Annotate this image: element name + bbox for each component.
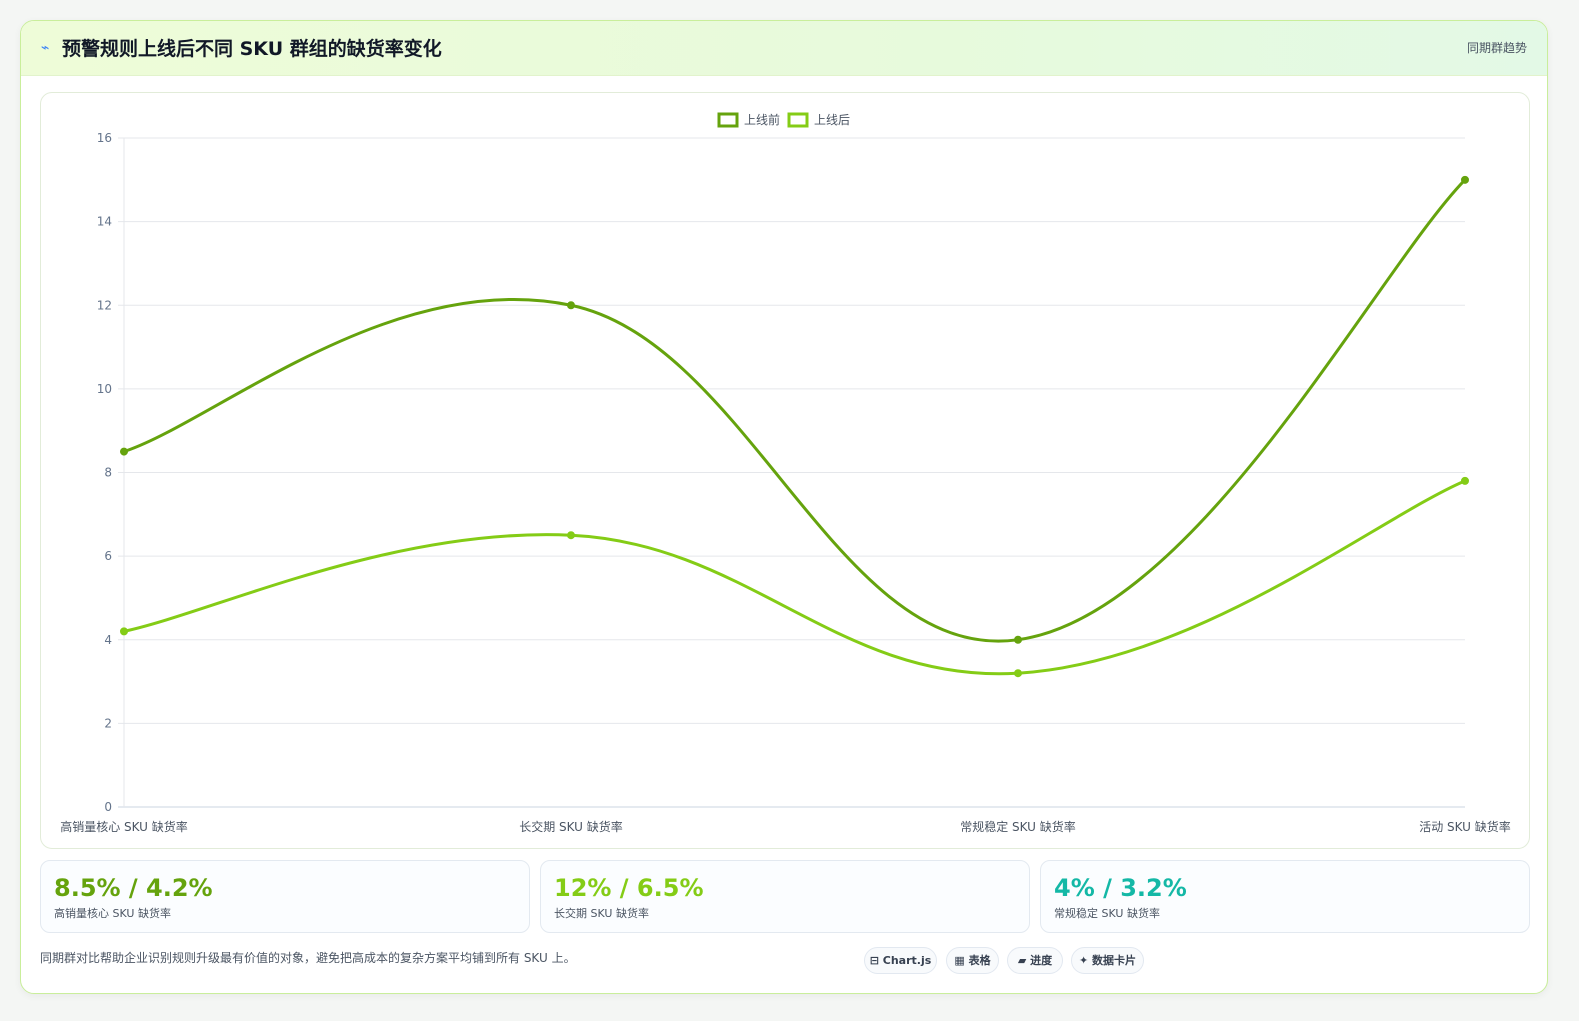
footer-note: 同期群对比帮助企业识别规则升级最有价值的对象，避免把高成本的复杂方案平均铺到所有…	[40, 951, 576, 965]
chip-data-card[interactable]: ✦ 数据卡片	[1071, 947, 1144, 974]
legend-label: 上线前	[744, 112, 780, 127]
y-tick-label: 12	[97, 298, 112, 312]
data-point	[1014, 635, 1022, 644]
chart-area: 0 2 4 6 8 10 12 14 16 高销量核心 SKU 缺货率 长交期 SKU 缺货率 常规稳…	[40, 92, 1530, 849]
data-point	[567, 301, 575, 310]
stat-label: 长交期 SKU 缺货率	[554, 907, 649, 920]
legend-swatch	[717, 112, 739, 128]
stat-card: 4% / 3.2% 常规稳定 SKU 缺货率	[1040, 860, 1530, 933]
y-tick-label: 14	[97, 215, 112, 229]
x-tick-label: 活动 SKU 缺货率	[1419, 819, 1511, 834]
stat-value: 4% / 3.2%	[1054, 874, 1187, 902]
chart-card: ⌁ 预警规则上线后不同 SKU 群组的缺货率变化 同期群趋势 0 2 4 6 8 10 12…	[20, 20, 1548, 994]
trend-icon: ⌁	[41, 40, 50, 56]
chart-title: 预警规则上线后不同 SKU 群组的缺货率变化	[62, 38, 442, 60]
x-tick-label: 高销量核心 SKU 缺货率	[60, 819, 188, 834]
stat-label: 常规稳定 SKU 缺货率	[1054, 907, 1160, 920]
y-tick-label: 2	[104, 716, 112, 730]
header-tag: 同期群趋势	[1466, 41, 1527, 55]
data-point	[1014, 669, 1022, 678]
x-tick-label: 长交期 SKU 缺货率	[519, 819, 623, 834]
chip-progress[interactable]: ▰ 进度	[1007, 947, 1063, 974]
legend-swatch	[787, 112, 809, 128]
stat-value: 12% / 6.5%	[554, 874, 704, 902]
line-chart: 0 2 4 6 8 10 12 14 16 高销量核心 SKU 缺货率 长交期 SKU 缺货率 常规稳…	[60, 112, 1511, 834]
y-tick-label: 10	[97, 382, 112, 396]
x-tick-label: 常规稳定 SKU 缺货率	[960, 819, 1076, 834]
stat-card: 8.5% / 4.2% 高销量核心 SKU 缺货率	[40, 860, 530, 933]
data-point	[567, 531, 575, 540]
y-tick-label: 4	[104, 633, 112, 647]
data-point	[120, 447, 128, 456]
legend-label: 上线后	[814, 113, 850, 127]
data-point	[120, 627, 128, 636]
data-point	[1461, 175, 1469, 184]
series-line	[123, 479, 1466, 676]
chip-chartjs[interactable]: ⊟ Chart.js	[864, 947, 937, 974]
data-point	[1461, 476, 1469, 485]
y-tick-label: 0	[104, 800, 112, 814]
stat-cards: 8.5% / 4.2% 高销量核心 SKU 缺货率 12% / 6.5% 长交期…	[40, 860, 1530, 933]
stat-label: 高销量核心 SKU 缺货率	[54, 907, 171, 920]
y-tick-label: 6	[104, 549, 112, 563]
stat-value: 8.5% / 4.2%	[54, 874, 213, 902]
card-header: ⌁ 预警规则上线后不同 SKU 群组的缺货率变化 同期群趋势	[21, 21, 1547, 76]
stat-card: 12% / 6.5% 长交期 SKU 缺货率	[540, 860, 1030, 933]
chip-table[interactable]: ▦ 表格	[946, 947, 999, 974]
y-tick-label: 8	[104, 466, 112, 480]
y-tick-label: 16	[97, 131, 112, 145]
series-line	[123, 178, 1467, 643]
